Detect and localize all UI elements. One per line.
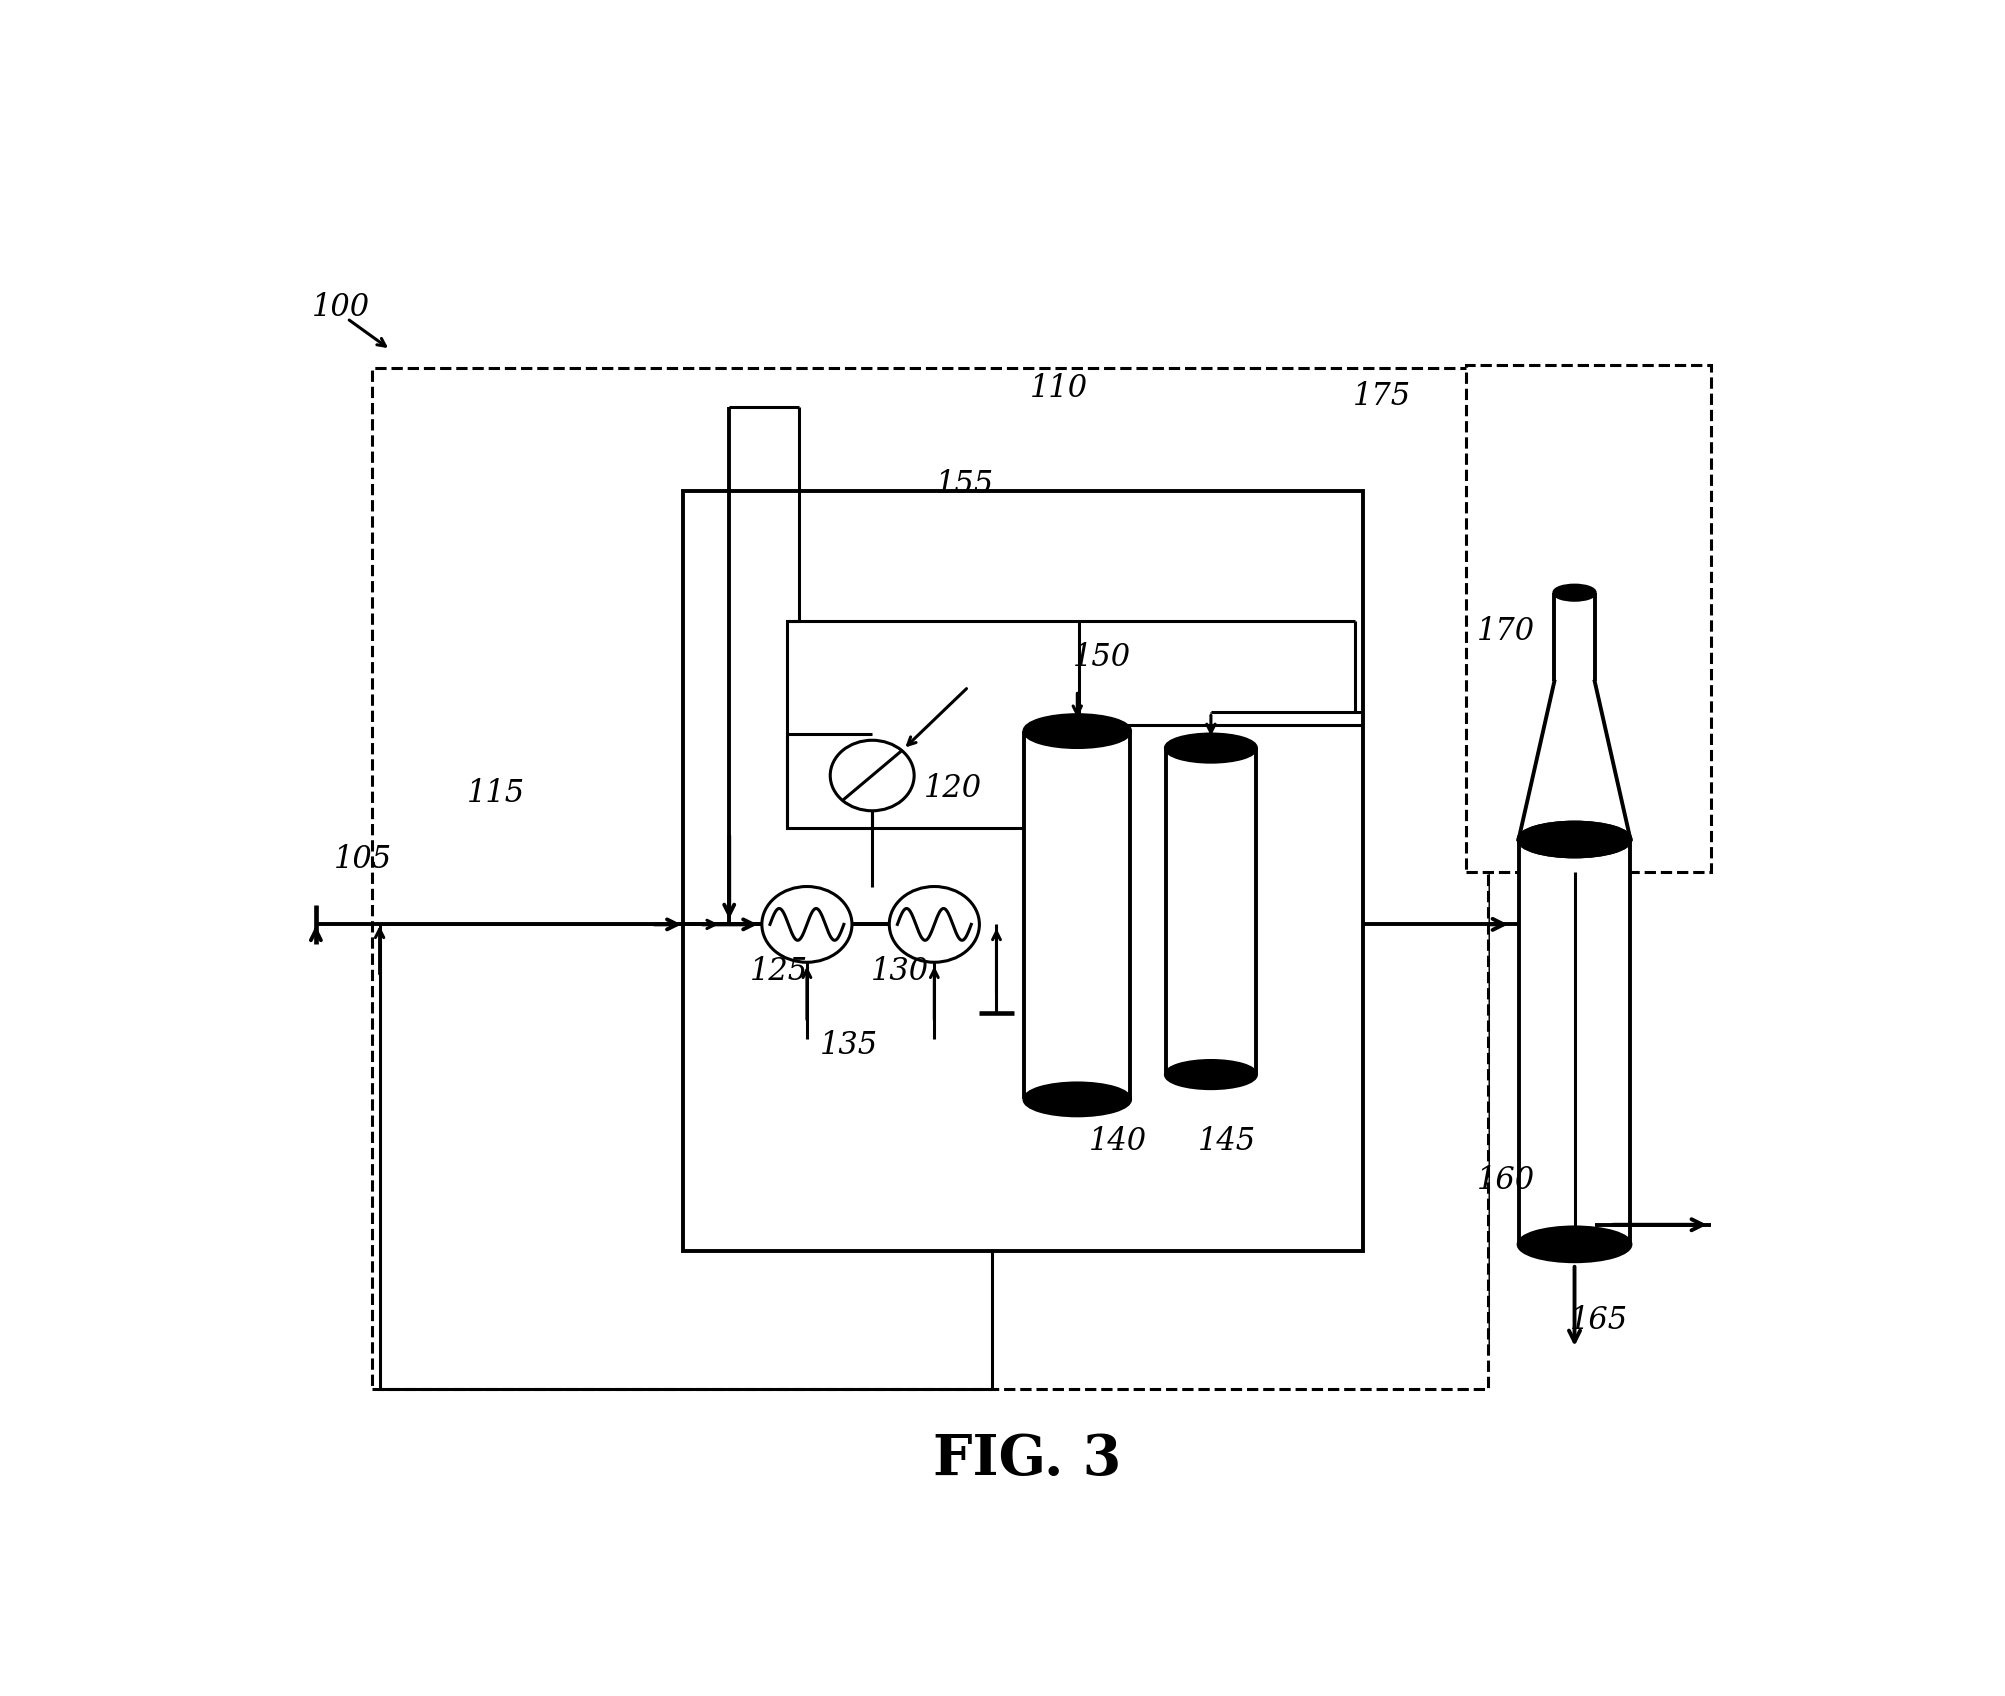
Text: 120: 120 (924, 773, 982, 804)
Ellipse shape (1025, 716, 1131, 748)
Bar (1518, 840, 1630, 1245)
Text: 145: 145 (1197, 1126, 1255, 1157)
Text: 170: 170 (1478, 616, 1536, 648)
Ellipse shape (1518, 823, 1630, 856)
Ellipse shape (1025, 1084, 1131, 1116)
Ellipse shape (1165, 734, 1255, 762)
Text: 155: 155 (936, 468, 994, 500)
Text: 140: 140 (1089, 1126, 1147, 1157)
Text: 150: 150 (1073, 643, 1131, 673)
Text: FIG. 3: FIG. 3 (934, 1433, 1121, 1487)
Text: 165: 165 (1570, 1304, 1628, 1335)
Ellipse shape (1518, 1228, 1630, 1262)
Text: 115: 115 (467, 778, 525, 809)
Ellipse shape (1165, 1062, 1255, 1089)
Text: 100: 100 (311, 292, 369, 324)
Bar (1025, 731, 1131, 1099)
Bar (682, 490, 1363, 1252)
Bar (527, 407, 1488, 1350)
Circle shape (830, 739, 914, 811)
Circle shape (890, 887, 978, 962)
Bar (786, 621, 1079, 828)
Text: 175: 175 (1353, 382, 1412, 412)
Ellipse shape (1554, 585, 1594, 600)
Text: 160: 160 (1478, 1165, 1536, 1196)
Text: 130: 130 (870, 957, 928, 987)
Bar (371, 368, 1488, 1389)
Circle shape (762, 887, 852, 962)
Bar (1466, 365, 1710, 872)
Ellipse shape (1518, 823, 1630, 856)
Bar (1554, 592, 1594, 682)
Bar (1165, 748, 1255, 1075)
Text: 110: 110 (1031, 373, 1087, 404)
Text: 105: 105 (333, 843, 391, 875)
Text: 135: 135 (820, 1031, 878, 1062)
Text: 125: 125 (750, 957, 808, 987)
